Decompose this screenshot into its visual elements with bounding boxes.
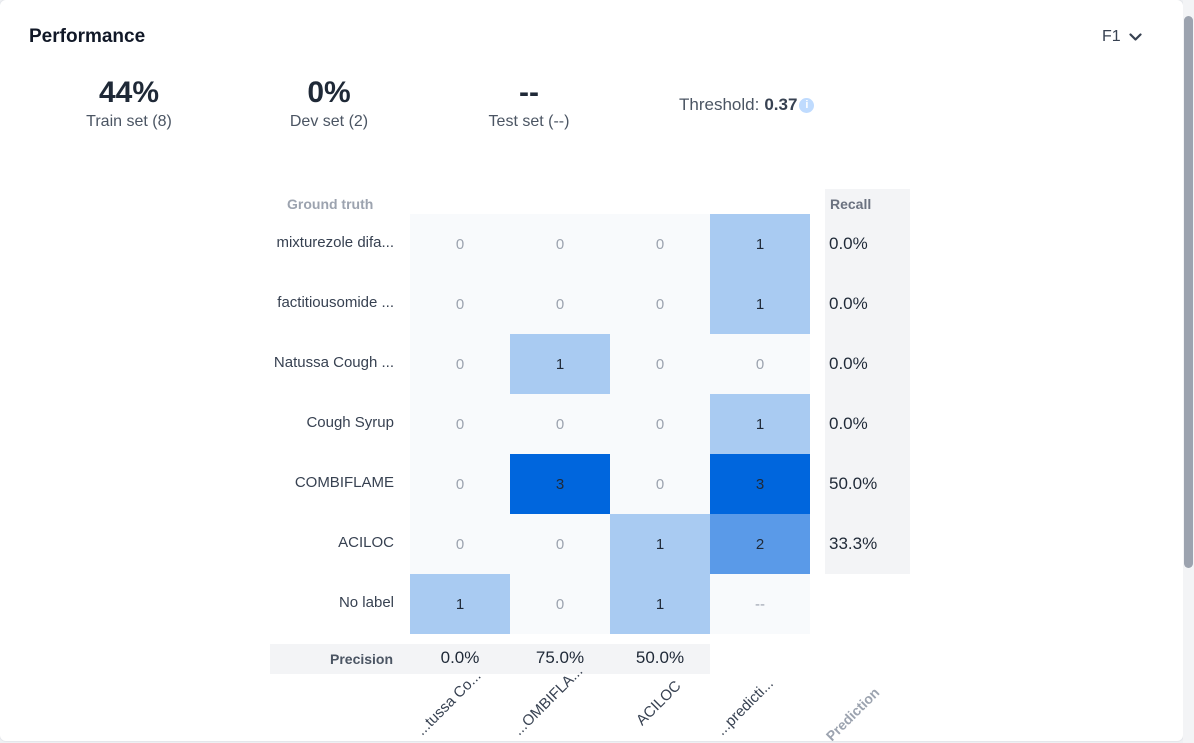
row-label: ACILOC [338,534,394,551]
matrix-cell[interactable]: 3 [710,454,810,514]
metric-select[interactable]: F1 [1102,28,1142,46]
threshold-label: Threshold: [679,95,760,114]
matrix-cell[interactable]: 0 [610,274,710,334]
matrix-cell[interactable]: 0 [410,334,510,394]
matrix-cell[interactable]: 0 [510,574,610,634]
matrix-cell[interactable]: 1 [710,274,810,334]
matrix-cell[interactable]: 1 [710,214,810,274]
recall-value: 50.0% [829,474,878,493]
column-label: ...OMBIFLA... [509,662,587,739]
prediction-axis-label: Prediction [822,684,883,741]
threshold-value: 0.37 [764,95,798,114]
scrollbar[interactable] [1183,0,1194,743]
test-set-stat: -- Test set (--) [429,76,629,131]
precision-value: 0.0% [440,648,480,667]
row-label: mixturezole difa... [276,234,394,251]
row-label: COMBIFLAME [294,474,394,491]
row-label: factitiousomide ... [277,294,394,311]
recall-header: Recall [830,196,872,212]
matrix-cell[interactable]: 0 [610,394,710,454]
matrix-cell[interactable]: 3 [510,454,610,514]
matrix-cell[interactable]: 0 [410,274,510,334]
matrix-cell[interactable]: 0 [510,274,610,334]
recall-value: 0.0% [829,354,868,373]
matrix-cell[interactable]: 0 [410,454,510,514]
matrix-cell[interactable]: 1 [610,514,710,574]
panel-title: Performance [29,26,146,47]
matrix-cell[interactable]: 0 [610,454,710,514]
matrix-cell[interactable]: 1 [610,574,710,634]
row-label: No label [338,594,394,611]
precision-value: 50.0% [635,648,685,667]
test-set-label: Test set (--) [488,113,570,130]
matrix-cell[interactable]: 0 [410,394,510,454]
matrix-cell[interactable]: -- [710,574,810,634]
column-label: ACILOC [632,677,685,729]
test-set-value: -- [519,76,539,109]
recall-value: 0.0% [829,234,868,253]
matrix-cell[interactable]: 1 [710,394,810,454]
train-set-label: Train set (8) [86,113,172,130]
row-label: Natussa Cough ... [273,354,394,371]
threshold: Threshold: 0.37 i [679,95,815,115]
recall-column-bg [825,189,910,574]
precision-label: Precision [330,651,394,667]
chevron-down-icon [1129,32,1142,41]
column-label: ...predicti... [712,675,777,739]
ground-truth-header: Ground truth [287,196,374,212]
recall-value: 0.0% [829,294,868,313]
matrix-cell[interactable]: 0 [510,514,610,574]
column-label: ...tussa Co... [412,667,485,739]
matrix-cell[interactable]: 1 [410,574,510,634]
train-set-value: 44% [98,76,160,109]
recall-value: 0.0% [829,414,868,433]
dev-set-stat: 0% Dev set (2) [229,76,429,131]
matrix-cell[interactable]: 0 [510,394,610,454]
matrix-cell[interactable]: 0 [410,214,510,274]
scrollbar-thumb[interactable] [1184,16,1193,568]
recall-value: 33.3% [829,534,878,553]
dev-set-value: 0% [307,76,351,109]
matrix-cell[interactable]: 0 [610,334,710,394]
matrix-cell[interactable]: 1 [510,334,610,394]
row-label: Cough Syrup [306,414,394,431]
matrix-cell[interactable]: 0 [410,514,510,574]
precision-row-bg [270,644,710,674]
precision-value: 75.0% [535,648,585,667]
matrix-cell[interactable]: 0 [610,214,710,274]
dev-set-label: Dev set (2) [289,113,369,130]
info-icon[interactable]: i [799,97,815,113]
train-set-stat: 44% Train set (8) [29,76,229,131]
matrix-cell[interactable]: 0 [510,214,610,274]
matrix-cell[interactable]: 2 [710,514,810,574]
metric-select-value: F1 [1102,28,1121,45]
matrix-cell[interactable]: 0 [710,334,810,394]
